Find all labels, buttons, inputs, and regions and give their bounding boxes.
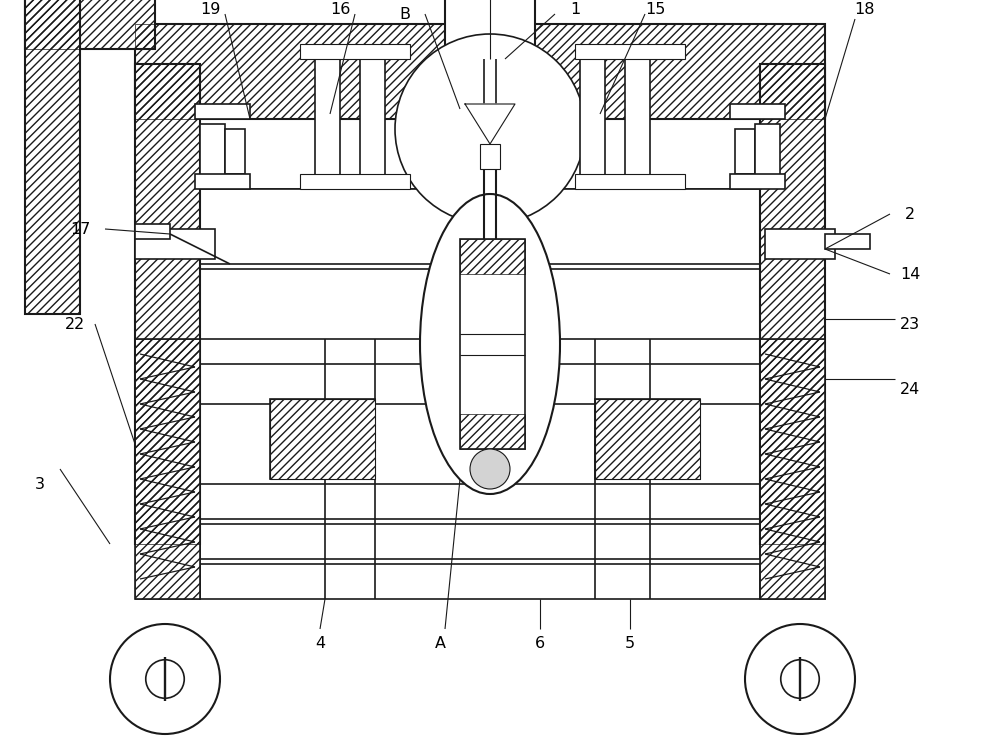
Ellipse shape xyxy=(420,194,560,494)
Bar xyxy=(760,64,825,544)
Text: 18: 18 xyxy=(855,1,875,16)
Circle shape xyxy=(395,34,585,224)
Bar xyxy=(760,339,825,599)
Bar xyxy=(195,174,250,189)
Text: 19: 19 xyxy=(200,1,220,16)
Bar xyxy=(735,129,755,174)
Bar xyxy=(730,104,785,119)
Bar xyxy=(200,484,760,519)
Bar xyxy=(200,269,760,339)
Bar xyxy=(730,174,785,189)
Bar xyxy=(360,59,385,179)
Bar xyxy=(200,114,760,189)
Bar xyxy=(135,229,215,259)
Bar xyxy=(135,64,200,544)
Bar xyxy=(135,339,200,599)
Circle shape xyxy=(745,624,855,734)
Text: 15: 15 xyxy=(645,1,665,16)
Text: 1: 1 xyxy=(570,1,580,16)
Bar xyxy=(200,524,760,559)
Bar xyxy=(270,399,375,479)
Text: A: A xyxy=(435,637,446,652)
Bar xyxy=(25,0,80,314)
Bar xyxy=(460,239,525,274)
Bar xyxy=(315,59,340,179)
Bar xyxy=(755,124,780,179)
Circle shape xyxy=(470,449,510,489)
Bar xyxy=(595,399,700,479)
Bar xyxy=(135,224,170,239)
Bar xyxy=(270,399,375,479)
Circle shape xyxy=(781,660,819,699)
Bar xyxy=(300,174,410,189)
Bar xyxy=(200,124,225,179)
Bar xyxy=(580,59,605,179)
Text: 24: 24 xyxy=(900,382,920,397)
Bar xyxy=(460,414,525,449)
Circle shape xyxy=(146,660,184,699)
Bar xyxy=(825,234,870,249)
Bar xyxy=(445,0,535,59)
Bar xyxy=(135,339,200,599)
Text: 2: 2 xyxy=(905,207,915,222)
Bar xyxy=(135,24,825,119)
Bar xyxy=(575,174,685,189)
Bar xyxy=(135,64,200,544)
Circle shape xyxy=(110,624,220,734)
Text: 5: 5 xyxy=(625,637,635,652)
Text: 17: 17 xyxy=(70,222,90,237)
Text: 16: 16 xyxy=(330,1,350,16)
Bar xyxy=(460,239,525,449)
Bar xyxy=(25,0,80,314)
Text: 4: 4 xyxy=(315,637,325,652)
Bar xyxy=(195,104,250,119)
Text: 14: 14 xyxy=(900,266,920,281)
Bar xyxy=(595,399,700,479)
Text: 3: 3 xyxy=(35,476,45,492)
Bar xyxy=(760,339,825,599)
Bar xyxy=(25,0,155,49)
Bar xyxy=(765,229,835,259)
Bar xyxy=(625,59,650,179)
Bar xyxy=(480,144,500,169)
Bar xyxy=(270,399,375,479)
Polygon shape xyxy=(465,104,515,144)
Bar xyxy=(595,399,700,479)
Bar xyxy=(760,64,825,544)
Bar xyxy=(200,564,760,599)
Bar xyxy=(135,24,825,119)
Text: B: B xyxy=(400,7,411,22)
Bar xyxy=(200,189,760,264)
Bar xyxy=(575,44,685,59)
Bar xyxy=(200,364,760,404)
Bar xyxy=(300,44,410,59)
Text: 6: 6 xyxy=(535,637,545,652)
Bar xyxy=(25,0,155,49)
Bar xyxy=(225,129,245,174)
Text: 22: 22 xyxy=(65,316,85,332)
Text: 23: 23 xyxy=(900,316,920,332)
